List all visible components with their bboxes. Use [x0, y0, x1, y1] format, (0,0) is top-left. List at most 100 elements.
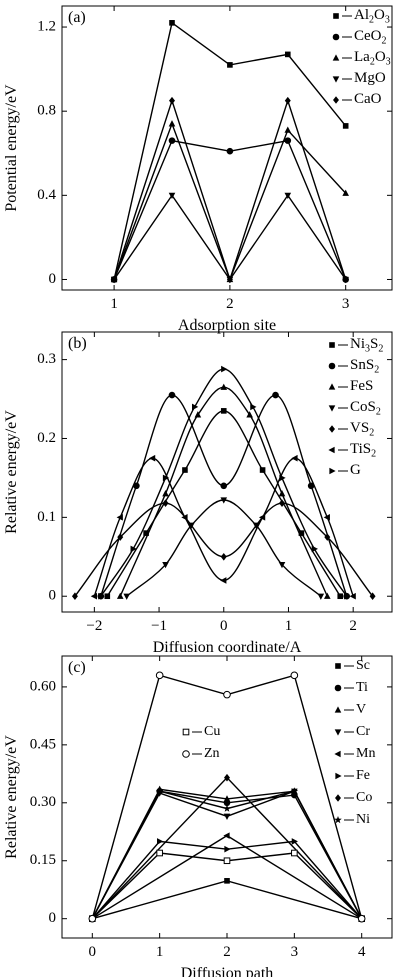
x-tick-label: 4 [358, 944, 366, 960]
data-point [223, 690, 231, 699]
legend-marker [334, 729, 342, 736]
y-tick-label: 0 [49, 910, 57, 926]
legend-marker [329, 467, 336, 475]
legend-entry: SnS2 [328, 357, 379, 376]
x-axis-label: Adsorption site [178, 317, 276, 334]
legend-marker [332, 33, 340, 41]
data-point [162, 562, 169, 569]
data-point [221, 365, 228, 373]
data-point [223, 813, 231, 820]
data-point [349, 592, 356, 600]
legend-marker [334, 816, 342, 824]
plot-frame [61, 331, 393, 613]
legend-label: Ni [356, 812, 370, 827]
series-line [92, 880, 362, 920]
series-line [93, 457, 354, 597]
panel-label: (b) [68, 335, 87, 352]
x-tick-label: −2 [86, 618, 102, 634]
series-TiS2 [90, 454, 356, 600]
data-point [111, 275, 118, 284]
data-point [182, 467, 188, 473]
data-point [71, 592, 78, 601]
series-CoS2 [123, 497, 325, 600]
data-point [148, 454, 156, 462]
data-point [192, 403, 199, 411]
legend-marker [334, 706, 342, 713]
legend-label: Co [356, 790, 372, 805]
series-SnS2 [97, 391, 351, 600]
series-Cu [89, 849, 365, 922]
legend-entry: Fe [335, 768, 370, 783]
series-line [100, 394, 348, 597]
data-point [157, 838, 164, 845]
x-tick-label: 3 [291, 944, 299, 960]
legend-marker [335, 794, 341, 802]
data-point [258, 514, 266, 521]
legend-label: TiS2 [350, 441, 376, 459]
data-point [272, 391, 279, 399]
legend-label: G [350, 462, 361, 478]
legend-label: Cr [356, 724, 370, 739]
legend-label: FeS [350, 378, 373, 394]
data-point [155, 787, 164, 795]
y-tick-label: 0.45 [30, 736, 56, 752]
data-point [284, 51, 291, 58]
data-point [324, 533, 331, 541]
legend-label: Ti [356, 680, 368, 695]
data-point [369, 592, 376, 601]
series-line [91, 790, 363, 920]
series-line [91, 790, 363, 920]
series-Ni3S2 [104, 408, 344, 600]
data-point [168, 120, 176, 127]
data-point [284, 126, 292, 133]
x-tick-label: 2 [349, 618, 357, 634]
legend-marker [334, 684, 342, 692]
data-point [220, 482, 228, 490]
data-point [290, 671, 299, 680]
legend-label: V [356, 702, 366, 717]
data-point [279, 499, 285, 507]
data-point [223, 804, 231, 812]
data-point [104, 593, 111, 600]
legend-entry: Al2O3 [333, 7, 390, 26]
x-tick-label: 1 [156, 944, 164, 960]
data-point [181, 514, 188, 521]
legend-marker [335, 772, 342, 780]
data-point [342, 275, 349, 284]
series-FeS [116, 383, 331, 599]
data-point [90, 592, 97, 600]
data-point [123, 593, 131, 600]
chart-panel-1: (a) 1 2 3 0 0.4 0.8 1.2 Adsorption site Potential… [3, 5, 393, 334]
legend-entry: Cr [334, 724, 370, 739]
data-point [169, 20, 175, 26]
legend-marker [332, 76, 340, 83]
legend-label: Mn [356, 746, 375, 761]
data-point [98, 592, 105, 600]
panel-label: (c) [68, 659, 86, 676]
data-point [291, 454, 298, 462]
y-tick-label: 0.4 [37, 187, 56, 203]
legend-entry: Mn [334, 746, 375, 761]
data-point [162, 499, 169, 507]
data-point [311, 545, 318, 553]
x-tick-label: 0 [220, 618, 228, 634]
y-axis-label: Potential energy/eV [3, 84, 20, 212]
data-point [220, 408, 227, 414]
legend-entry: La2O3 [332, 49, 391, 68]
legend-entry: Ti [334, 680, 368, 695]
data-point [344, 592, 351, 600]
legend-marker [328, 446, 335, 454]
legend-label: SnS2 [350, 357, 379, 375]
data-point [307, 482, 315, 490]
legend-label: Cu [204, 724, 220, 739]
data-point [116, 514, 123, 521]
data-point [317, 593, 325, 600]
series-line [119, 386, 328, 597]
data-point [194, 411, 202, 418]
series-line [113, 194, 347, 281]
data-point [220, 577, 227, 584]
data-point [298, 530, 305, 536]
series-CeO2 [110, 137, 349, 283]
data-point [284, 192, 292, 199]
legend-marker [334, 750, 341, 758]
